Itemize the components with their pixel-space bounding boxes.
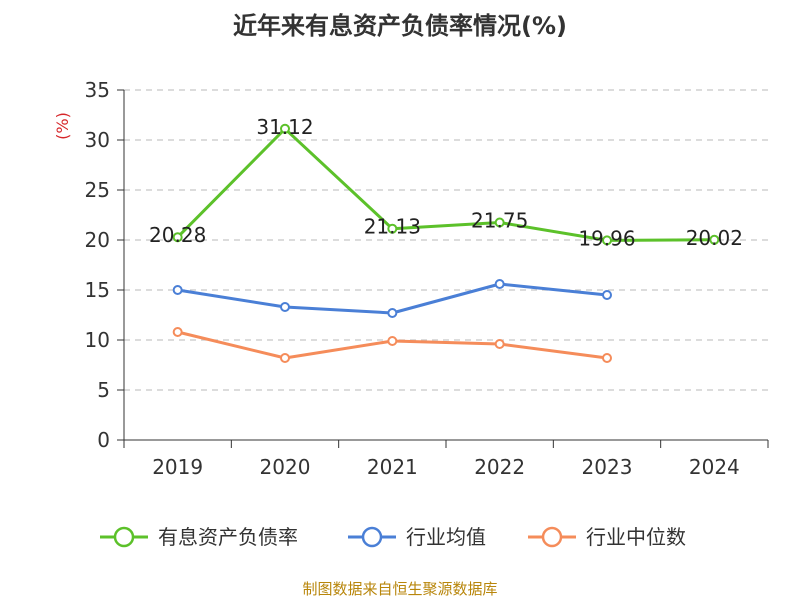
chart-title: 近年来有息资产负债率情况(%) (233, 12, 567, 40)
data-point (494, 279, 505, 289)
legend-label: 行业中位数 (586, 525, 686, 549)
series-layer (172, 123, 720, 363)
x-tick-label: 2023 (582, 455, 633, 479)
axes: 0 5 10 15 20 25 30 35 2019 2020 2021 2022 2023 2024 (85, 78, 769, 479)
data-point (494, 217, 505, 228)
y-tick-label: 0 (97, 428, 110, 452)
data-point (709, 234, 720, 245)
legend-marker-swatch (113, 526, 135, 548)
data-point (494, 339, 505, 349)
data-label: 19.96 (578, 226, 635, 250)
y-tick-label: 5 (97, 378, 110, 402)
legend[interactable]: 有息资产负债率 行业均值 行业中位数 (100, 525, 686, 549)
x-tick-label: 2021 (367, 455, 418, 479)
data-label: 21.75 (471, 209, 528, 233)
data-point (280, 353, 290, 363)
y-axis-unit-label: (%) (53, 112, 72, 140)
y-tick-label: 15 (85, 278, 110, 302)
legend-marker-swatch (541, 526, 563, 548)
data-point (172, 285, 183, 295)
data-point (387, 308, 398, 318)
data-point (387, 336, 398, 346)
data-point (280, 123, 290, 134)
y-tick-label: 20 (85, 228, 110, 252)
x-tick-label: 2019 (152, 455, 203, 479)
x-tick-label: 2022 (474, 455, 525, 479)
data-point (387, 223, 398, 234)
legend-marker-swatch (361, 526, 383, 548)
data-labels-layer: 20.28 31.12 21.13 21.75 19.96 20.02 (149, 115, 743, 251)
legend-item[interactable]: 行业均值 (348, 525, 486, 549)
x-tick-label: 2020 (260, 455, 311, 479)
x-tick-label: 2024 (689, 455, 740, 479)
data-point (602, 290, 612, 300)
data-label: 20.02 (686, 226, 743, 250)
data-point (172, 327, 183, 337)
source-note: 制图数据来自恒生聚源数据库 (302, 580, 497, 598)
legend-label: 行业均值 (406, 525, 486, 549)
grid-lines (124, 89, 768, 391)
series-line (176, 127, 715, 242)
y-tick-label: 10 (85, 328, 110, 352)
data-point (172, 232, 183, 243)
data-label: 21.13 (364, 215, 421, 239)
y-tick-label: 30 (85, 128, 110, 152)
data-label: 31.12 (256, 115, 313, 139)
y-tick-label: 35 (85, 78, 110, 102)
data-point (602, 235, 612, 246)
legend-item[interactable]: 行业中位数 (528, 525, 686, 549)
legend-item[interactable]: 有息资产负债率 (100, 525, 298, 549)
y-tick-label: 25 (85, 178, 110, 202)
data-label: 20.28 (149, 223, 206, 247)
legend-label: 有息资产负债率 (158, 525, 298, 549)
data-point (280, 302, 290, 312)
data-point (602, 353, 612, 363)
